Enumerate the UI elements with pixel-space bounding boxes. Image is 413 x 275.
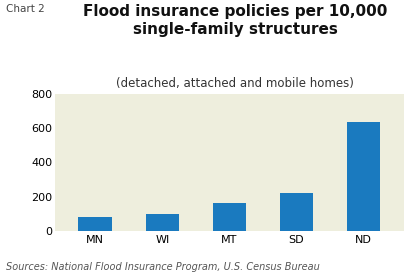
Bar: [213, 203, 246, 231]
Bar: [280, 193, 313, 231]
Bar: [145, 214, 179, 231]
Text: Flood insurance policies per 10,000
single-family structures: Flood insurance policies per 10,000 sing…: [83, 4, 387, 37]
Text: Chart 2: Chart 2: [6, 4, 45, 14]
Bar: [347, 122, 380, 231]
Text: Sources: National Flood Insurance Program, U.S. Census Bureau: Sources: National Flood Insurance Progra…: [6, 262, 320, 272]
Text: (detached, attached and mobile homes): (detached, attached and mobile homes): [116, 77, 354, 90]
Bar: [78, 217, 112, 231]
